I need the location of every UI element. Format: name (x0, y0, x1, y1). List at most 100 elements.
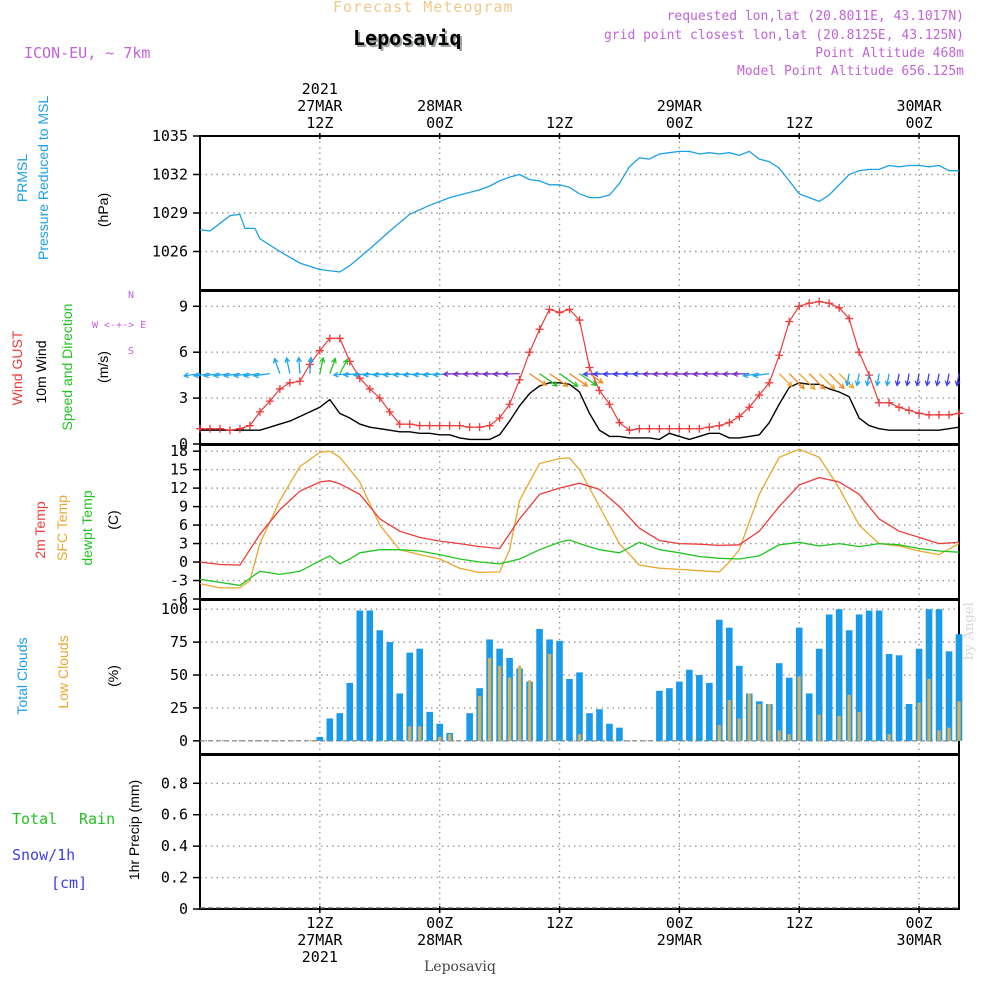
total-clouds-bar (845, 630, 853, 741)
y-tick-label: 9 (179, 297, 188, 315)
footer-station-name: Leposaviq (424, 959, 496, 975)
total-clouds-bar (716, 619, 723, 741)
wind-arrow-head (552, 381, 559, 387)
temp-2m-line (199, 476, 960, 566)
wind-arrow-head (222, 372, 230, 379)
total-clouds-bar (945, 651, 953, 741)
gust-marker (595, 386, 604, 395)
gust-marker (955, 409, 963, 418)
low-clouds-bar (777, 730, 781, 741)
total-clouds-bar (466, 713, 473, 741)
wind-direction-arrow (589, 373, 604, 384)
gust-marker (655, 424, 664, 433)
bottom-time-label: 12Z (786, 914, 813, 932)
wind-arrow-head (934, 380, 941, 387)
low-clouds-bar (527, 680, 532, 741)
wind-arrow-head (402, 371, 409, 378)
gust-marker (905, 406, 914, 415)
gust-marker (695, 424, 704, 433)
temp-sfc-label: SFC Temp (54, 495, 70, 561)
author-signature: by Angel (962, 602, 977, 660)
gust-marker (465, 423, 474, 432)
wind-arrow-shaft (876, 373, 880, 386)
wind-arrow-head (914, 380, 921, 387)
top-time-label: 00Z (426, 114, 453, 132)
wind-arrow-head (442, 371, 449, 378)
gust-marker (665, 424, 674, 433)
gust-marker (415, 421, 424, 430)
wind-arrow-head (819, 383, 826, 390)
total-clouds-bar (426, 711, 433, 741)
total-clouds-bar (556, 640, 563, 741)
wind-direction-arrow (924, 373, 931, 387)
wind-arrow-head (432, 371, 439, 378)
bottom-time-label: 30MAR (896, 931, 942, 949)
gust-marker (625, 426, 634, 435)
wind-arrow-head (592, 371, 599, 378)
gust-marker (235, 424, 244, 433)
wind-arrow-shaft (373, 372, 390, 376)
total-clouds-bar (885, 653, 893, 741)
wind-arrow-head (848, 382, 855, 389)
gust-marker (795, 302, 804, 311)
total-clouds-bar (696, 675, 703, 741)
bottom-time-label: 27MAR (297, 931, 343, 949)
wind-direction-arrow (828, 373, 845, 390)
wind-arrow-head (742, 372, 749, 379)
low-clouds-label: Low Clouds (55, 635, 71, 709)
wind-arrow-shaft (285, 357, 291, 374)
gust-marker (245, 421, 254, 430)
bottom-time-label: 2021 (302, 948, 338, 966)
wind-direction-arrow (798, 373, 816, 391)
top-time-label: 27MAR (297, 97, 343, 115)
wind-direction-arrow (412, 371, 430, 378)
wind-arrow-head (296, 356, 302, 363)
wind-arrow-head (786, 381, 793, 388)
gust-marker (935, 410, 944, 419)
wind-arrow-head (591, 380, 598, 386)
wind-arrow-head (944, 380, 951, 387)
gust-marker (385, 407, 394, 416)
total-clouds-bar (865, 610, 873, 741)
wind-arrow-head (711, 371, 719, 378)
gust-marker (425, 421, 434, 430)
y-tick-label: 50 (170, 666, 188, 684)
wind-arrow-shaft (778, 373, 793, 387)
gust-marker (855, 348, 864, 357)
low-clouds-bar (448, 734, 452, 741)
wind-arrow-head (342, 358, 349, 365)
wind-arrow-head (422, 371, 429, 378)
y-tick-label: -6 (170, 590, 188, 608)
y-tick-label: -3 (170, 572, 188, 590)
wind-arrow-head (752, 372, 759, 379)
wind-direction-arrow (778, 373, 793, 388)
y-tick-label: 0 (179, 900, 188, 918)
low-clouds-bar (747, 693, 751, 741)
wind-arrow-head (202, 372, 210, 379)
wind-arrow-shaft (956, 373, 960, 386)
wind-arrow-head (502, 371, 509, 378)
wind-arrow-head (452, 371, 459, 378)
low-clouds-bar (937, 730, 941, 741)
low-clouds-bar (517, 665, 522, 741)
wind-arrow-head (252, 372, 259, 379)
wind-arrow-shaft (253, 372, 270, 377)
gust-marker (945, 410, 954, 419)
wind-arrow-head (412, 371, 419, 378)
wind-direction-arrow (579, 373, 598, 386)
low-clouds-bar (737, 718, 741, 741)
top-time-label: 12Z (786, 114, 813, 132)
wind-arrow-head (492, 371, 499, 378)
wind-arrow-head (284, 356, 291, 363)
low-clouds-bar (887, 734, 891, 741)
wind-direction-arrow (944, 373, 951, 387)
wind-arrow-shaft (503, 372, 520, 375)
wind-direction-arrow (372, 371, 390, 378)
prmsl-line (199, 150, 959, 273)
wind-direction-arrow (904, 373, 911, 387)
total-clouds-bar (396, 693, 404, 741)
compass-south: S (128, 346, 135, 357)
forecast-meteogram-title: Forecast Meteogram (333, 0, 514, 16)
wind-arrow-head (462, 371, 469, 378)
total-clouds-bar (935, 609, 943, 741)
